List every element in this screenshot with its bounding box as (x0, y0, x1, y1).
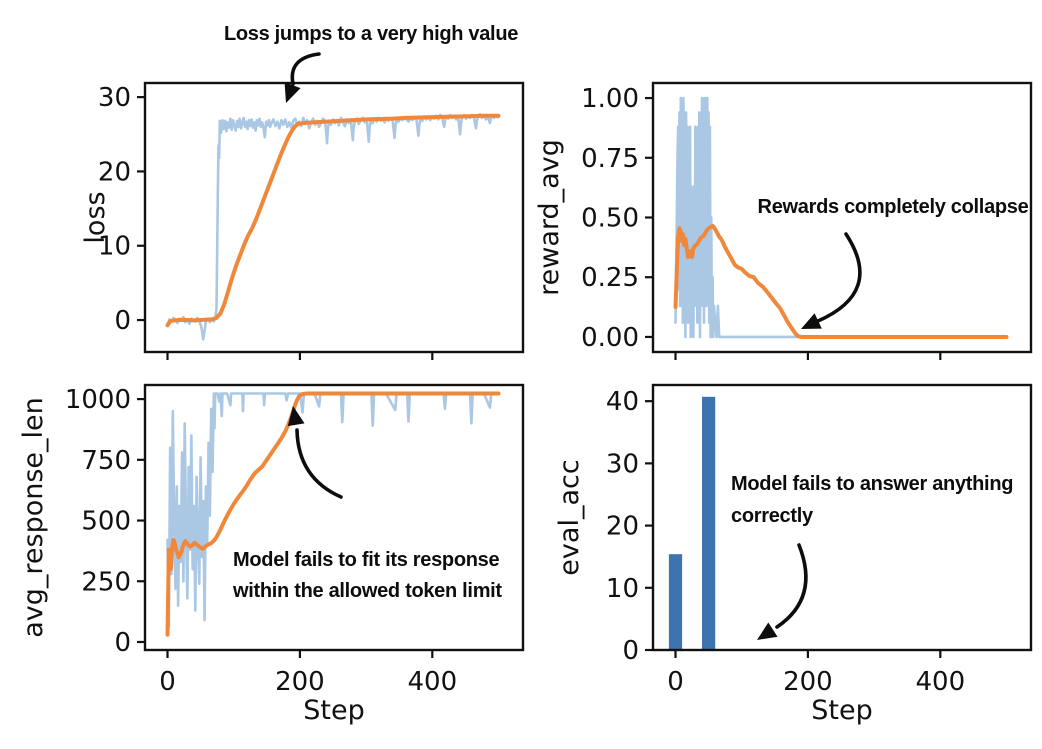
plot-area-eval_acc (668, 396, 716, 650)
annotation-arrowhead-token-limit (287, 406, 305, 427)
x-tick-label: 400 (915, 667, 965, 697)
y-tick-label: 30 (98, 83, 131, 113)
y-tick-label: 0 (622, 636, 639, 666)
subplot-loss: 0 10 20 30 loss (80, 81, 525, 360)
axes-spines-eval_acc (651, 383, 1033, 652)
y-tick-label: 1.00 (581, 84, 639, 114)
y-tick-label: 1000 (65, 385, 131, 415)
annotation-arrow-loss-jump (290, 52, 321, 86)
y-tick-label: 40 (606, 387, 639, 417)
y-tick-label: 750 (81, 446, 131, 476)
y-tick-label: 10 (606, 574, 639, 604)
y-axis-label-loss: loss (80, 191, 111, 243)
annotation-text-token-limit-line1: Model fails to fit its response (233, 549, 499, 571)
y-tick-label: 0 (114, 306, 131, 336)
annotation-arrow-token-limit (295, 428, 343, 499)
y-tick-label: 0.25 (581, 263, 639, 293)
annotation-eval-zero: Model fails to answer anything correctly (731, 473, 1013, 640)
y-tick-label: 500 (81, 507, 131, 537)
y-tick-label: 0.75 (581, 144, 639, 174)
y-axis-label-avg_response_len: avg_response_len (18, 397, 49, 638)
x-tick-label: 0 (667, 667, 684, 697)
plot-area-loss (165, 112, 501, 341)
x-axis-label-eval_acc: Step (811, 695, 872, 726)
axes-spines-avg_response_len (143, 383, 525, 652)
y-tick-label: 20 (98, 157, 131, 187)
annotation-arrow-reward-collapse (816, 232, 862, 323)
annotation-loss-jump: Loss jumps to a very high value (224, 23, 519, 103)
y-axis-label-eval_acc: eval_acc (554, 459, 585, 575)
x-tick-label: 0 (159, 667, 176, 697)
y-axis-label-reward_avg: reward_avg (534, 139, 565, 296)
y-tick-label: 0.50 (581, 204, 639, 234)
annotation-text-reward-collapse-line1: Rewards completely collapse (758, 196, 1029, 218)
series-reward-raw (674, 96, 1008, 339)
y-tick-label: 0.00 (581, 323, 639, 353)
x-tick-label: 400 (407, 667, 457, 697)
bar-eval-acc-bars-x0 (668, 554, 683, 650)
annotation-arrowhead-loss-jump (284, 82, 301, 103)
annotation-arrowhead-eval-zero (757, 622, 778, 640)
y-tick-label: 0 (114, 628, 131, 658)
subplot-avg_response_len: 0 200 400 0 250 500 750 1000 Step avg_response_le… (18, 383, 525, 726)
x-axis-label-avg_response_len: Step (303, 695, 364, 726)
annotation-text-token-limit-line2: within the allowed token limit (232, 580, 502, 602)
subplot-reward_avg: 0.00 0.25 0.50 0.75 1.00 reward_avg (534, 81, 1033, 360)
y-tick-label: 250 (81, 567, 131, 597)
x-tick-label: 200 (783, 667, 833, 697)
annotation-text-eval-zero-line2: correctly (731, 505, 814, 527)
annotation-token-limit: Model fails to fit its response within th… (232, 406, 503, 602)
bar-eval-acc-bars-x50 (701, 396, 716, 650)
annotation-reward-collapse: Rewards completely collapse (758, 196, 1029, 329)
axes-spines-loss (143, 81, 525, 354)
annotation-arrowhead-reward-collapse (801, 313, 822, 329)
subplot-eval_acc: 0 200 400 0 10 20 30 40 Step eval_acc (554, 383, 1033, 726)
x-tick-label: 200 (275, 667, 325, 697)
annotation-text-eval-zero-line1: Model fails to answer anything (731, 473, 1013, 495)
annotation-arrow-eval-zero (775, 543, 808, 629)
y-tick-label: 30 (606, 449, 639, 479)
series-loss-smoothed (165, 113, 501, 328)
series-reward-smoothed (673, 223, 1009, 339)
y-tick-label: 10 (98, 232, 131, 262)
annotation-text-loss-jump-line1: Loss jumps to a very high value (224, 23, 518, 45)
y-tick-label: 20 (606, 512, 639, 542)
plot-area-reward_avg (673, 96, 1009, 339)
